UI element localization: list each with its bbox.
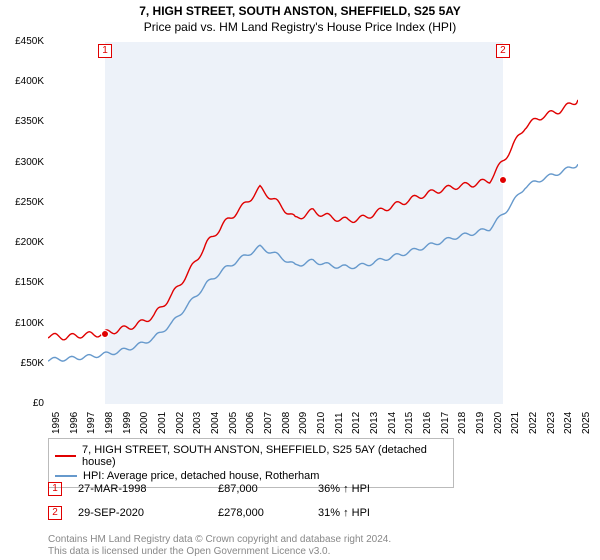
x-axis-label: 2016 [422,412,433,434]
transaction-dot [499,176,507,184]
x-axis-label: 1996 [69,412,80,434]
x-axis-label: 1998 [104,412,115,434]
x-axis-label: 1999 [122,412,133,434]
transaction-dot [101,330,109,338]
chart-title: 7, HIGH STREET, SOUTH ANSTON, SHEFFIELD,… [0,0,600,18]
x-axis-label: 2024 [563,412,574,434]
y-axis-label: £150K [0,277,44,288]
x-axis-label: 2004 [210,412,221,434]
transaction-row: 1 27-MAR-1998 £87,000 36% ↑ HPI [48,482,578,496]
legend-label: 7, HIGH STREET, SOUTH ANSTON, SHEFFIELD,… [82,444,447,468]
x-axis-label: 2013 [369,412,380,434]
transaction-price: £278,000 [218,507,318,519]
x-axis-label: 1995 [51,412,62,434]
x-axis-label: 2007 [263,412,274,434]
chart-container: 7, HIGH STREET, SOUTH ANSTON, SHEFFIELD,… [0,0,600,560]
y-axis-label: £50K [0,358,44,369]
x-axis-label: 2000 [139,412,150,434]
y-axis-label: £350K [0,116,44,127]
x-axis-label: 2015 [404,412,415,434]
transaction-marker: 1 [98,44,112,58]
transaction-delta: 31% ↑ HPI [318,507,418,519]
y-axis-label: £400K [0,76,44,87]
y-axis-label: £0 [0,398,44,409]
chart-subtitle: Price paid vs. HM Land Registry's House … [0,18,600,38]
transaction-date: 27-MAR-1998 [78,483,218,495]
x-axis-label: 2020 [493,412,504,434]
transaction-date: 29-SEP-2020 [78,507,218,519]
transaction-marker-icon: 1 [48,482,62,496]
x-axis-label: 2011 [334,412,345,434]
x-axis-label: 2023 [546,412,557,434]
legend: 7, HIGH STREET, SOUTH ANSTON, SHEFFIELD,… [48,438,454,488]
x-axis-label: 2010 [316,412,327,434]
x-axis-label: 2006 [245,412,256,434]
x-axis-label: 2017 [440,412,451,434]
y-axis-label: £100K [0,318,44,329]
x-axis-label: 2012 [351,412,362,434]
x-axis-label: 2014 [387,412,398,434]
transaction-delta: 36% ↑ HPI [318,483,418,495]
credits: Contains HM Land Registry data © Crown c… [48,534,391,558]
plot-area: 12 [48,42,578,404]
x-axis-label: 2022 [528,412,539,434]
transaction-marker-icon: 2 [48,506,62,520]
x-axis-label: 2021 [510,412,521,434]
x-axis-label: 2019 [475,412,486,434]
transaction-marker: 2 [496,44,510,58]
y-axis-label: £200K [0,237,44,248]
y-axis-label: £300K [0,157,44,168]
credits-line: Contains HM Land Registry data © Crown c… [48,534,391,546]
transaction-row: 2 29-SEP-2020 £278,000 31% ↑ HPI [48,506,578,520]
legend-label: HPI: Average price, detached house, Roth… [83,470,319,482]
y-axis-label: £250K [0,197,44,208]
legend-swatch [55,455,76,457]
credits-line: This data is licensed under the Open Gov… [48,546,391,558]
x-axis-label: 2009 [298,412,309,434]
x-axis-label: 2025 [581,412,592,434]
x-axis-label: 1997 [86,412,97,434]
x-axis-label: 2002 [175,412,186,434]
series-line [48,164,578,361]
legend-swatch [55,475,77,477]
x-axis-label: 2003 [192,412,203,434]
series-line [48,100,578,340]
legend-item: 7, HIGH STREET, SOUTH ANSTON, SHEFFIELD,… [55,443,447,469]
x-axis-label: 2018 [457,412,468,434]
series-svg [48,42,578,404]
x-axis-label: 2008 [281,412,292,434]
legend-item: HPI: Average price, detached house, Roth… [55,469,447,483]
y-axis-label: £450K [0,36,44,47]
x-axis-label: 2001 [157,412,168,434]
transaction-price: £87,000 [218,483,318,495]
x-axis-label: 2005 [228,412,239,434]
